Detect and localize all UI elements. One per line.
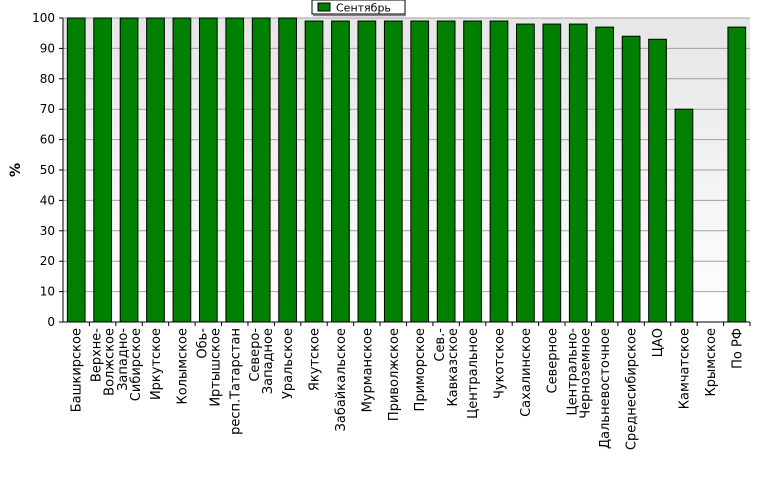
x-tick-label: Верхне-Волжское (90, 328, 118, 396)
x-tick-label: Чукотское (492, 328, 507, 399)
legend-box (311, 0, 406, 15)
x-tick-label: Приволжское (387, 328, 402, 421)
x-tick-label: Якутское (308, 328, 323, 391)
y-tick-label: 70 (40, 102, 55, 116)
bar (172, 17, 192, 323)
legend-entry: Сентябрь (336, 2, 391, 15)
bar (568, 23, 588, 323)
x-tick-label: Северо-Западное (248, 328, 276, 395)
bar (119, 17, 139, 323)
x-tick-label: Забайкальское (334, 328, 349, 431)
y-tick-label: 20 (40, 254, 55, 268)
x-tick-label: Дальневосточное (598, 328, 613, 449)
bar (146, 17, 165, 323)
bar (225, 17, 245, 323)
x-tick-label: Мурманское (360, 328, 375, 412)
x-tick-label: Колымское (175, 328, 190, 405)
y-tick-label: 60 (40, 133, 55, 147)
y-tick-label: 100 (32, 11, 55, 25)
y-axis-ticks: 0 10 20 30 40 50 60 70 80 90 100 (32, 11, 63, 329)
x-tick-label: Крымское (704, 328, 719, 397)
x-tick-label: Сев.-Кавказское (433, 328, 461, 407)
bar (542, 23, 562, 323)
bar (383, 20, 403, 323)
bar (278, 17, 297, 323)
x-tick-label: Камчатское (677, 328, 692, 409)
y-tick-label: 50 (40, 163, 55, 177)
x-tick-label: Северное (545, 328, 560, 393)
bar (463, 20, 482, 323)
bar (621, 35, 641, 323)
bar (674, 108, 694, 323)
y-tick-label: 30 (40, 224, 55, 238)
bar (648, 38, 667, 323)
x-tick-label: Среднесибирское (625, 328, 640, 450)
x-tick-label: респ.Татарстан (228, 328, 243, 435)
x-tick-label: Уральское (281, 328, 296, 399)
y-tick-label: 90 (40, 41, 55, 55)
x-tick-label: ЦАО (651, 328, 666, 357)
bar (410, 20, 430, 323)
bar (727, 26, 747, 323)
x-tick-label: Центральное (466, 328, 481, 419)
bar (489, 20, 509, 323)
x-tick-label: Приморское (413, 328, 428, 411)
bar (251, 17, 271, 323)
bar (331, 20, 350, 323)
x-tick-label: Центрально-Черноземное (565, 328, 593, 419)
legend: Сентябрь (311, 0, 406, 17)
y-tick-label: 0 (47, 315, 55, 329)
x-tick-label: Обь-Иртышское (195, 328, 223, 407)
bar (436, 20, 456, 323)
y-axis-label: % (8, 163, 24, 177)
bar (357, 20, 377, 323)
y-tick-label: 80 (40, 72, 55, 86)
x-tick-label: Иркутское (149, 328, 164, 400)
bar (516, 23, 535, 323)
bar (595, 26, 615, 323)
y-tick-label: 40 (40, 193, 55, 207)
x-tick-label: Башкирское (70, 328, 85, 412)
legend-swatch (317, 2, 331, 12)
x-tick-label: Западно-Сибирское (116, 328, 144, 402)
bar (93, 17, 112, 323)
y-tick-label: 10 (40, 285, 55, 299)
x-tick-label: По РФ (730, 328, 745, 369)
x-axis-ticks: Башкирское Верхне-ВолжскоеЗападно-Сибирск… (70, 322, 751, 450)
bars (66, 17, 747, 323)
x-tick-label: Сахалинское (519, 328, 534, 417)
bar (66, 17, 86, 323)
bar (304, 20, 324, 323)
bar (198, 17, 218, 323)
